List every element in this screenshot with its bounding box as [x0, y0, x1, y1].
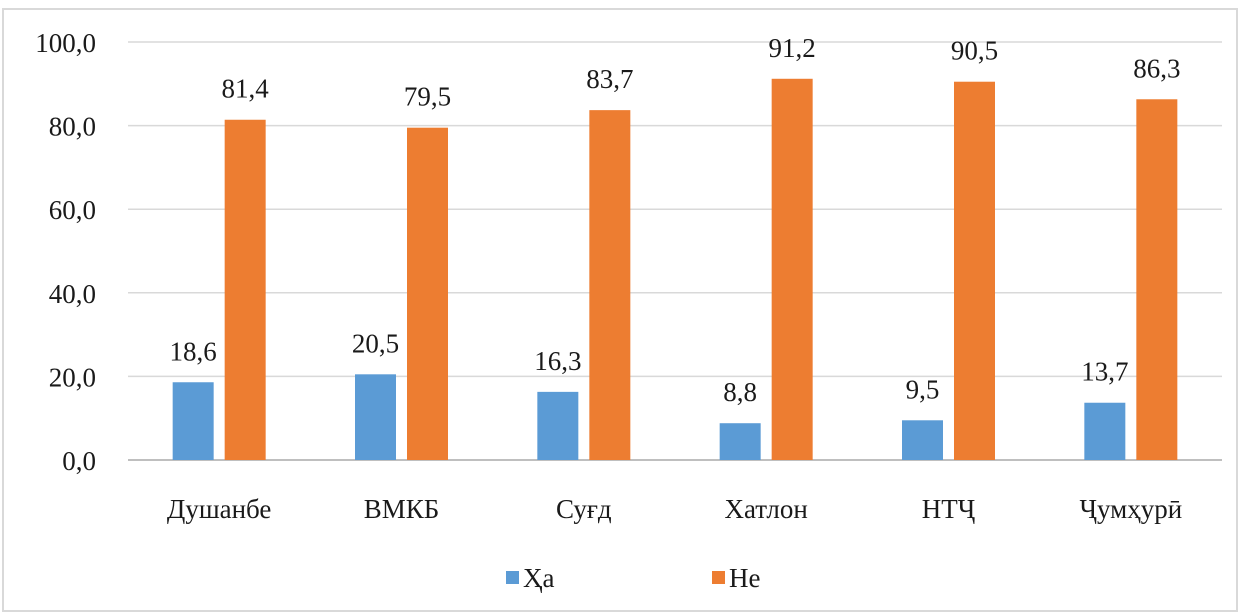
data-label: 90,5	[951, 36, 998, 66]
bar-ha	[172, 382, 214, 460]
bar-ha	[537, 391, 579, 460]
y-axis-ticks: 0,0 20,0 40,0 60,0 80,0 100,0	[35, 28, 96, 476]
x-category-label: НТҶ	[922, 494, 976, 524]
y-tick-label: 60,0	[49, 195, 96, 225]
bar-ha	[902, 420, 943, 460]
legend-swatch	[506, 571, 519, 584]
bar-ne	[589, 110, 631, 460]
y-tick-label: 100,0	[35, 28, 96, 58]
y-tick-label: 80,0	[49, 112, 96, 142]
data-label: 79,5	[404, 82, 451, 112]
gridlines	[128, 41, 1222, 461]
legend-label: Не	[729, 563, 760, 593]
legend-label: Ҳа	[523, 563, 554, 593]
data-label: 8,8	[723, 377, 757, 407]
bar-ne	[954, 81, 995, 461]
bar-ha	[1084, 402, 1126, 460]
bars	[172, 78, 1178, 461]
x-category-label: Суғд	[556, 494, 612, 524]
data-label: 83,7	[586, 64, 633, 94]
bar-ne	[407, 127, 448, 460]
data-label: 20,5	[352, 328, 399, 358]
x-axis-categories: Душанбе ВМКБ Суғд Хатлон НТҶ Ҷумҳурӣ	[167, 494, 1182, 524]
data-label: 16,3	[534, 346, 581, 376]
data-label: 86,3	[1133, 53, 1180, 83]
legend-swatch	[712, 571, 725, 584]
bar-ha	[719, 423, 761, 460]
x-category-label: Хатлон	[724, 494, 807, 524]
data-label: 91,2	[769, 33, 816, 63]
x-category-label: Душанбе	[167, 494, 272, 524]
y-tick-label: 0,0	[62, 446, 96, 476]
data-label: 18,6	[170, 336, 217, 366]
bar-ne	[1136, 99, 1178, 461]
bar-ne	[224, 119, 266, 461]
data-label: 9,5	[906, 374, 940, 404]
data-label: 13,7	[1081, 357, 1128, 387]
legend: Ҳа Не	[506, 563, 760, 593]
bar-ha	[355, 374, 396, 460]
bar-ne	[771, 78, 813, 460]
x-category-label: Ҷумҳурӣ	[1079, 494, 1182, 524]
x-category-label: ВМКБ	[364, 494, 440, 524]
y-tick-label: 40,0	[49, 279, 96, 309]
data-labels: 18,6 81,4 20,5 79,5 16,3 83,7 8,8 91,2 9,5 90,5 13…	[170, 33, 1181, 407]
data-label: 81,4	[222, 74, 270, 104]
y-tick-label: 20,0	[49, 362, 96, 392]
